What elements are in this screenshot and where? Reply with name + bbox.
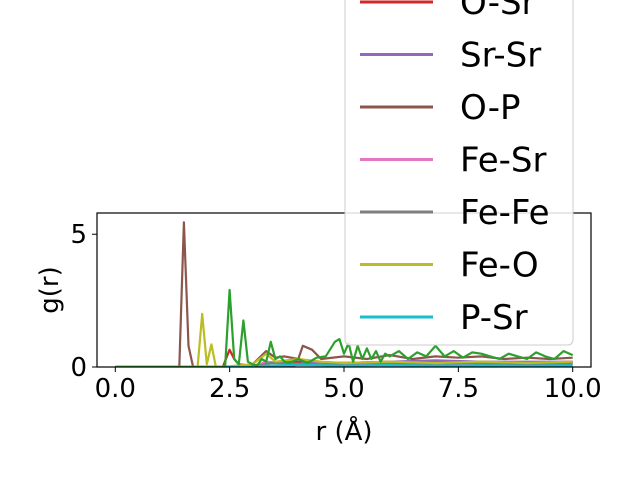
- series-line-o-p: [115, 221, 573, 367]
- x-tick-label: 0.0: [95, 374, 136, 404]
- legend-label: Sr-Sr: [460, 36, 541, 76]
- series-line-unlabeled-7: [115, 288, 574, 367]
- legend-label: O-P: [460, 88, 520, 128]
- legend-label: Fe-Sr: [460, 141, 546, 181]
- x-tick-label: 7.5: [438, 374, 479, 404]
- legend-label: Fe-Fe: [460, 193, 550, 233]
- x-tick-label: 10.0: [544, 374, 602, 404]
- y-tick-label: 5: [70, 220, 87, 250]
- legend-box: [344, 0, 574, 346]
- y-tick-label: 0: [70, 353, 87, 383]
- x-axis-label: r (Å): [315, 415, 372, 447]
- legend-label: O-Sr: [460, 0, 536, 23]
- legend-label: Fe-O: [460, 246, 539, 286]
- axis-ticks: 0.0 2.5 5.0 7.5 10.0 0 5: [70, 220, 601, 404]
- series-line-p-sr: [115, 363, 573, 367]
- x-tick-label: 2.5: [209, 374, 250, 404]
- legend-label: P-Sr: [460, 298, 528, 338]
- x-tick-label: 5.0: [323, 374, 364, 404]
- series-line-fe-o: [115, 312, 573, 367]
- plot-lines: [115, 221, 574, 367]
- legend: O-Sr Sr-Sr O-P Fe-Sr Fe-Fe Fe-O P-Sr: [344, 0, 574, 346]
- y-axis-label: g(r): [35, 266, 65, 313]
